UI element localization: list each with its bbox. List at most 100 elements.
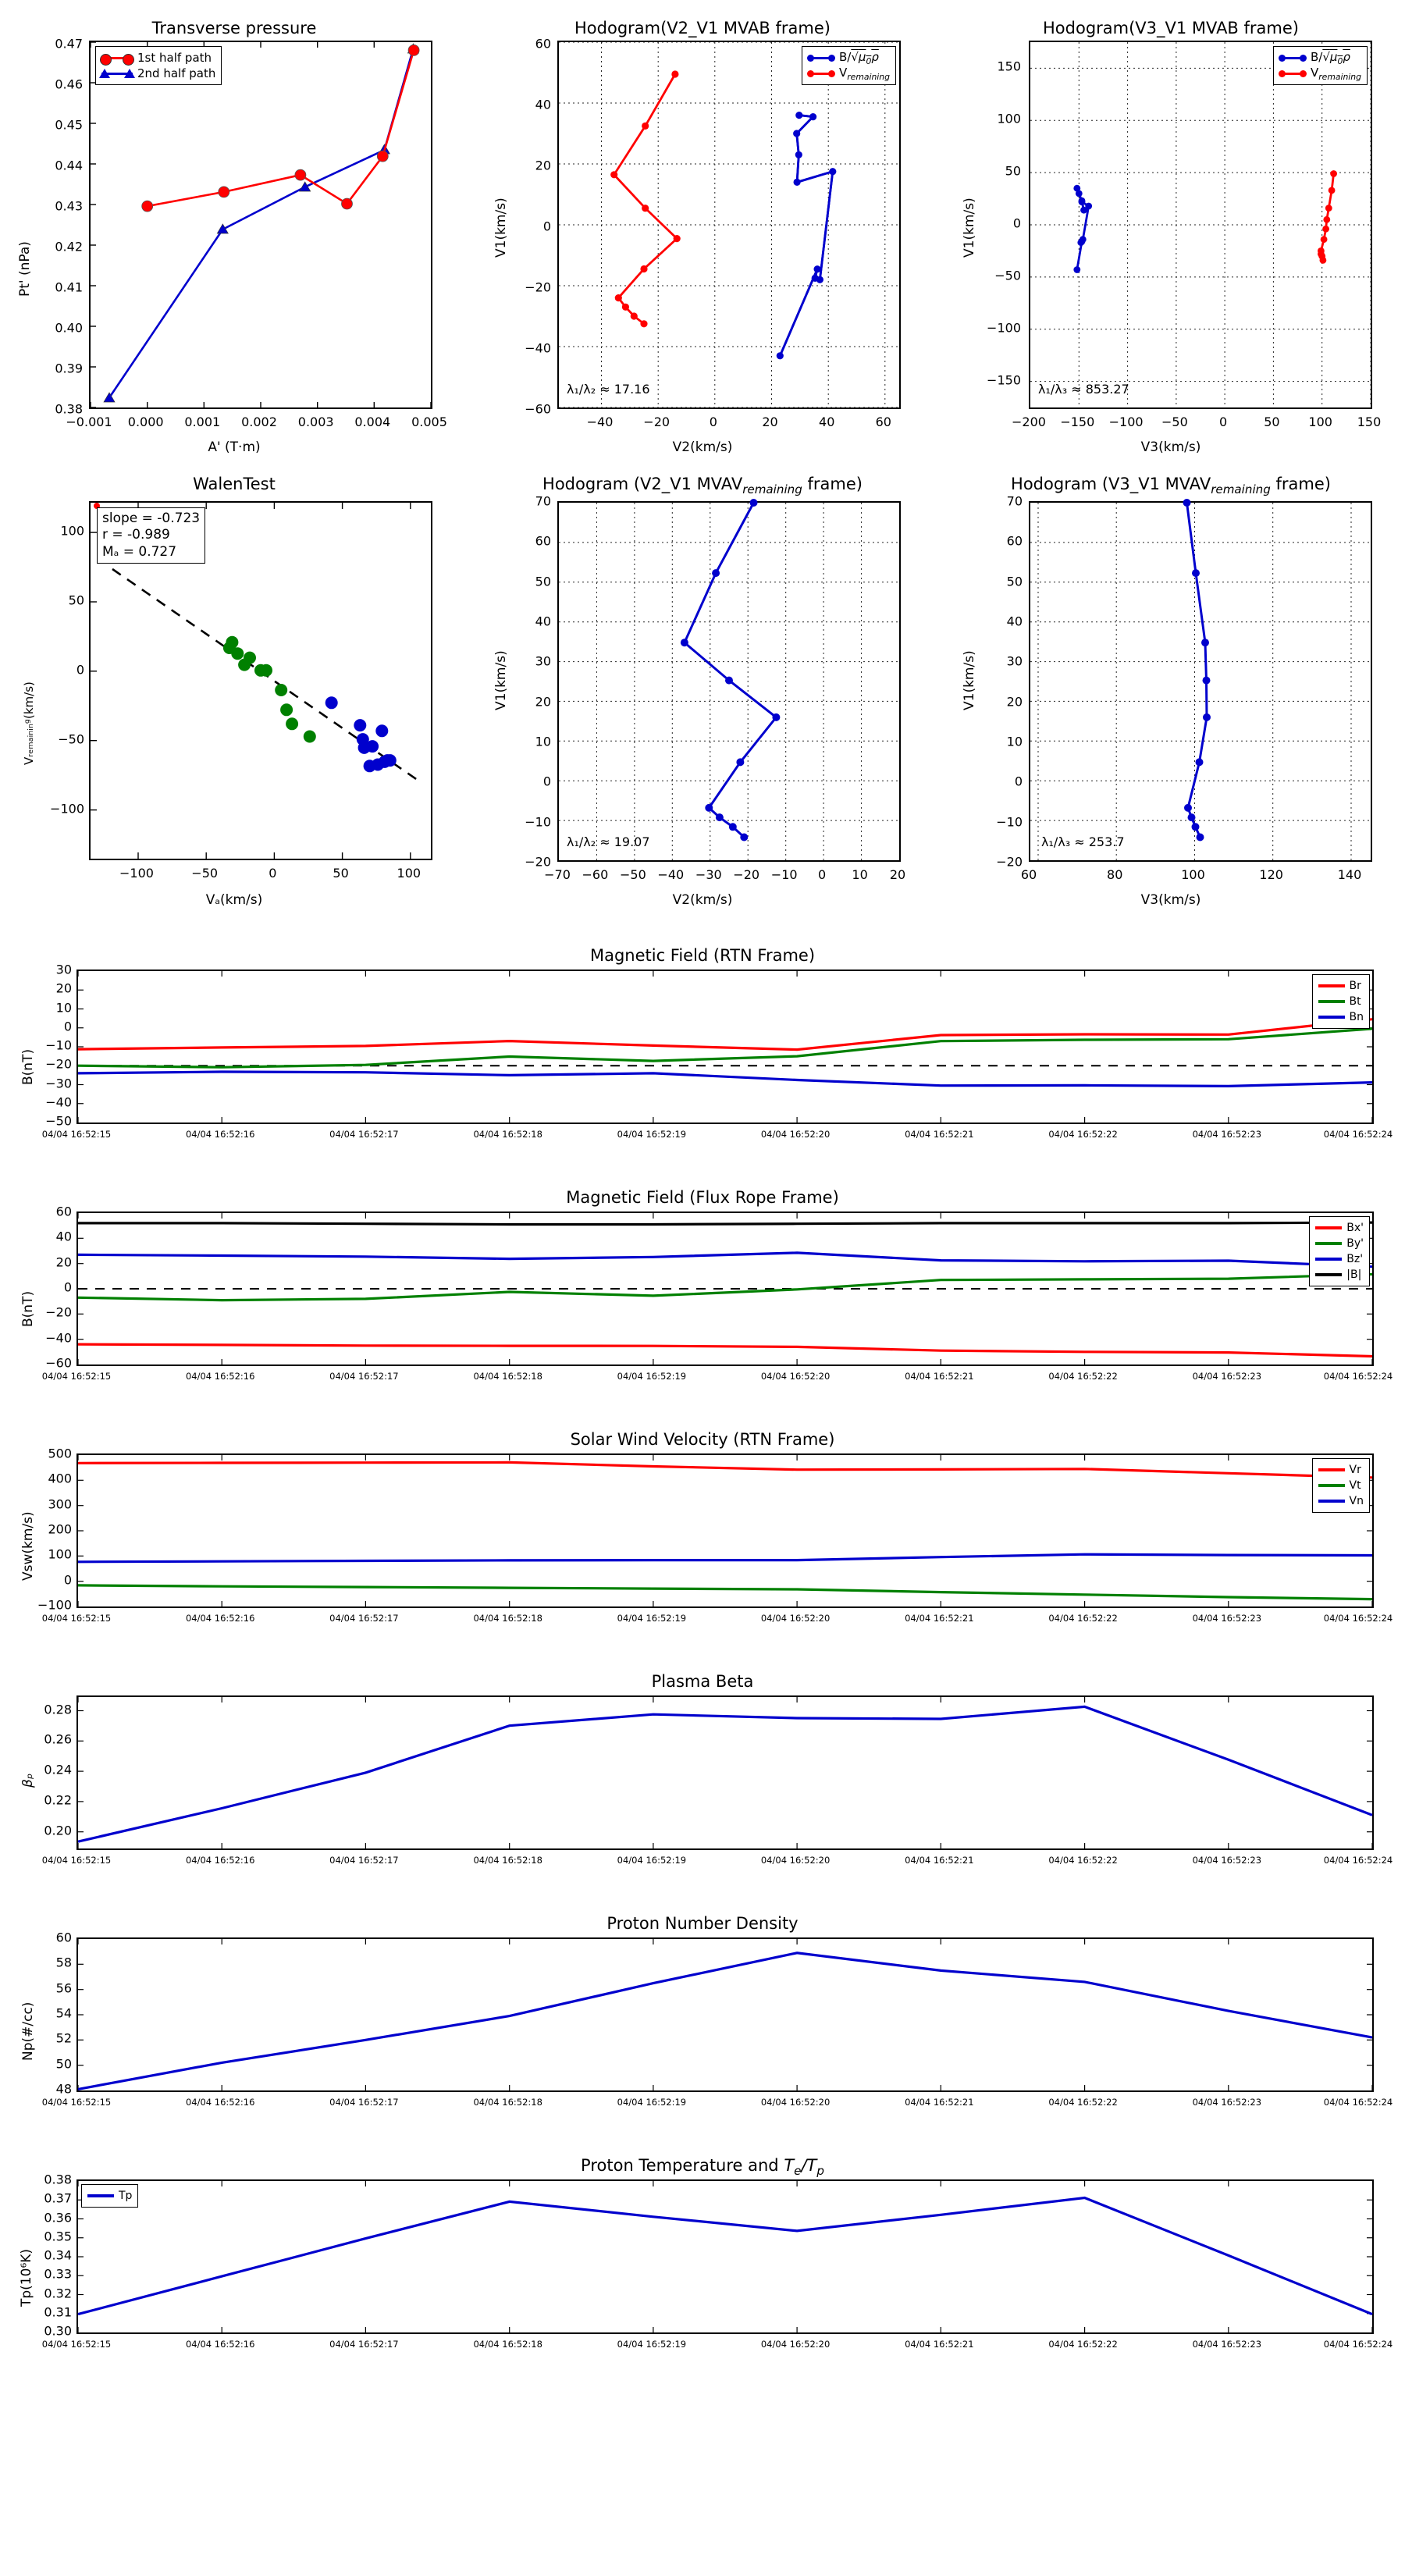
y-tick: 0 (63, 1019, 72, 1034)
y-tick: 50 (1006, 574, 1023, 589)
x-tick: 60 (875, 415, 891, 429)
legend-hodogram-v2v1[interactable]: B/√μ0ρ Vremaining (801, 46, 896, 85)
legend-marker-red-dotline (806, 69, 835, 77)
y-tick: 50 (1005, 163, 1021, 179)
legend-row-bz: Bz' (1315, 1251, 1364, 1267)
x-tick: −50 (191, 866, 219, 881)
x-tick: −50 (620, 867, 646, 882)
time-tick: 04/04 16:52:23 (1192, 1129, 1262, 1140)
series-blue-group (1073, 184, 1093, 273)
legend-mag-fluxrope[interactable]: Bx' By' Bz' |B| (1309, 1216, 1370, 1286)
time-tick: 04/04 16:52:22 (1048, 1371, 1118, 1382)
panel-title: Solar Wind Velocity (RTN Frame) (570, 1430, 835, 1449)
y-tick: 0 (76, 662, 84, 678)
legend-swatch-bn (1318, 1016, 1345, 1019)
time-tick: 04/04 16:52:16 (185, 2339, 255, 2350)
x-tick: 0 (1219, 415, 1228, 429)
legend-hodogram-v3v1[interactable]: B/√μ0ρ Vremaining (1272, 46, 1368, 85)
y-tick: 0.34 (44, 2247, 72, 2263)
time-tick: 04/04 16:52:16 (185, 1371, 255, 1382)
y-tick: 300 (48, 1496, 72, 1512)
time-tick: 04/04 16:52:23 (1192, 1855, 1262, 1866)
panel-plasma-beta: Plasma Beta βₚ (0, 1655, 1405, 1897)
legend-swatch-vn (1318, 1500, 1345, 1503)
legend-swatch-vt (1318, 1484, 1345, 1487)
legend-proton-temp[interactable]: Tp (81, 2184, 139, 2208)
panel-title: Hodogram (V2_V1 MVAVremaining frame) (542, 475, 863, 497)
x-axis-label: Vₐ(km/s) (205, 892, 263, 908)
y-tick: 30 (535, 653, 551, 669)
y-tick: 0.36 (44, 2210, 72, 2225)
panel-title: Plasma Beta (651, 1672, 754, 1691)
series-v1-v2-track (683, 502, 778, 838)
legend-label-alfven: B/√μ0ρ (1310, 49, 1350, 66)
panel-hodogram-v3v1-mvab: Hodogram(V3_V1 MVAB frame) V1(km/s) V3(k… (937, 0, 1405, 455)
series-Bx (77, 1343, 1373, 1358)
y-tick: 0.44 (55, 158, 83, 173)
y-tick: 60 (535, 36, 551, 52)
x-tick: 60 (1020, 867, 1037, 882)
y-tick: −20 (996, 854, 1023, 870)
x-axis-label: V2(km/s) (672, 439, 733, 455)
y-tick: 20 (535, 694, 551, 710)
walen-r: r = -0.989 (102, 527, 170, 543)
time-tick: 04/04 16:52:24 (1323, 1613, 1393, 1624)
x-tick: −50 (1161, 415, 1188, 429)
time-tick: 04/04 16:52:20 (760, 1613, 831, 1624)
y-tick: 0.35 (44, 2229, 72, 2244)
y-tick: 0.45 (55, 117, 83, 133)
legend-row-bmag: |B| (1315, 1267, 1364, 1283)
time-tick: 04/04 16:52:20 (760, 1855, 831, 1866)
x-tick: −30 (695, 867, 722, 882)
plot-area: λ₁/λ₂ ≈ 19.07 (557, 499, 901, 862)
legend-row-br: Br (1318, 978, 1364, 994)
x-tick: 0.002 (241, 415, 277, 429)
legend-marker-blue-dotline (806, 54, 835, 62)
y-tick: 0 (63, 1572, 72, 1588)
y-tick: −20 (45, 1056, 72, 1072)
y-tick: 0.42 (55, 239, 83, 254)
y-tick: 40 (535, 614, 551, 629)
legend-solar-wind[interactable]: Vr Vt Vn (1311, 1458, 1370, 1513)
legend-row-v: Vremaining (806, 66, 890, 82)
y-tick: 50 (55, 2056, 72, 2072)
legend-mag-rtn[interactable]: Br Bt Bn (1311, 974, 1370, 1029)
y-tick: −10 (996, 814, 1023, 830)
x-tick: 150 (1357, 415, 1382, 429)
time-tick: 04/04 16:52:18 (473, 1855, 542, 1866)
time-tick: 04/04 16:52:18 (473, 2339, 542, 2350)
time-tick: 04/04 16:52:24 (1323, 1855, 1393, 1866)
y-tick: −40 (45, 1094, 72, 1110)
legend-label-bmag: |B| (1346, 1268, 1362, 1281)
plot-area: B/√μ0ρ Vremaining λ₁/λ₂ ≈ 17.16 (557, 41, 901, 409)
legend-label-2nd-half: 2nd half path (137, 66, 216, 80)
panel-hodogram-v3v1-mvav: Hodogram (V3_V1 MVAVremaining frame) V1(… (937, 453, 1405, 908)
plot-svg (77, 1939, 1373, 2090)
series-Vn (77, 1553, 1373, 1564)
legend-transverse[interactable]: 1st half path 2nd half path (95, 46, 222, 85)
y-tick: 400 (48, 1471, 72, 1486)
x-tick: −200 (1012, 415, 1046, 429)
panel-hodogram-v2v1-mvab: Hodogram(V2_V1 MVAB frame) V1(km/s) V2(k… (468, 0, 937, 455)
series-By (77, 1272, 1373, 1302)
legend-label-alfven: B/√μ0ρ (838, 49, 879, 66)
panel-magnetic-field-rtn: Magnetic Field (RTN Frame) B(nT) (0, 929, 1405, 1171)
y-tick: 0.41 (55, 279, 83, 295)
panel-magnetic-field-fluxrope: Magnetic Field (Flux Rope Frame) B(nT) (0, 1171, 1405, 1413)
y-tick: 0.28 (44, 1702, 72, 1717)
markers-track (680, 499, 781, 841)
y-tick: 0.38 (44, 2172, 72, 2187)
time-tick: 04/04 16:52:22 (1048, 1855, 1118, 1866)
panel-title: Magnetic Field (Flux Rope Frame) (566, 1188, 839, 1207)
x-tick: −20 (643, 415, 670, 429)
time-tick: 04/04 16:52:24 (1323, 2339, 1393, 2350)
y-tick: 40 (55, 1229, 72, 1244)
eigenvalue-ratio-annotation: λ₁/λ₃ ≈ 853.27 (1038, 382, 1129, 397)
x-tick: 0.004 (354, 415, 391, 429)
legend-swatch-br (1318, 984, 1345, 987)
legend-row-bn: Bn (1318, 1009, 1364, 1025)
plot-area (76, 1937, 1374, 2092)
y-tick: 0.20 (44, 1823, 72, 1838)
walen-stats-box: slope = -0.723 r = -0.989 Mₐ = 0.727 (97, 507, 206, 564)
plot-area: Tp (76, 2179, 1374, 2334)
